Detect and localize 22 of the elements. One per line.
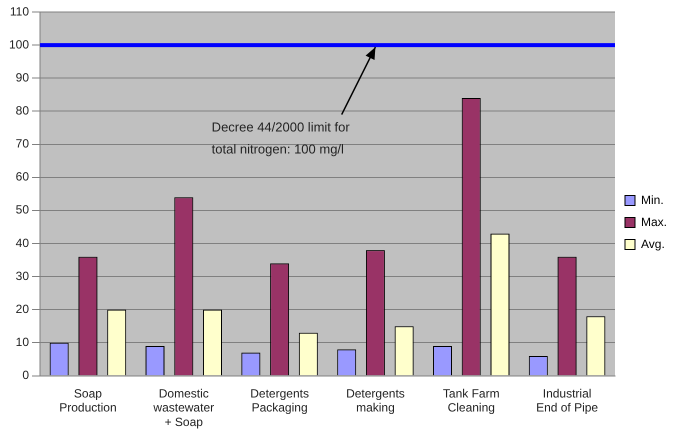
legend-label: Avg. (640, 236, 665, 251)
annotation: Decree 44/2000 limit for total nitrogen: 100 mg/l (212, 119, 350, 156)
y-tick-label: 100 (8, 37, 30, 52)
legend-label: Min. (640, 192, 664, 207)
y-tick-label: 0 (22, 368, 30, 382)
x-tick-label: Detergents making (346, 386, 405, 415)
legend-label: Max. (640, 214, 668, 229)
x-tick-label: Soap Production (59, 386, 117, 415)
y-tick-label: 80 (16, 104, 30, 118)
x-tick-label: Industrial End of Pipe (536, 386, 598, 415)
y-tick-label: 50 (16, 202, 30, 217)
x-tick-label: Domestic wastewater + Soap (152, 386, 214, 430)
y-tick-label: 20 (16, 302, 30, 316)
y-tick-label: 60 (16, 170, 30, 184)
x-tick-label: Tank Farm Cleaning (442, 386, 500, 415)
x-tick-label: Detergents Packaging (250, 386, 309, 415)
y-tick-label: 40 (16, 236, 30, 250)
y-tick-label: 10 (16, 335, 30, 350)
y-tick-label: 110 (10, 4, 30, 18)
y-tick-label: 30 (16, 268, 30, 283)
y-tick-label: 90 (16, 70, 30, 84)
y-tick-label: 70 (16, 136, 30, 151)
